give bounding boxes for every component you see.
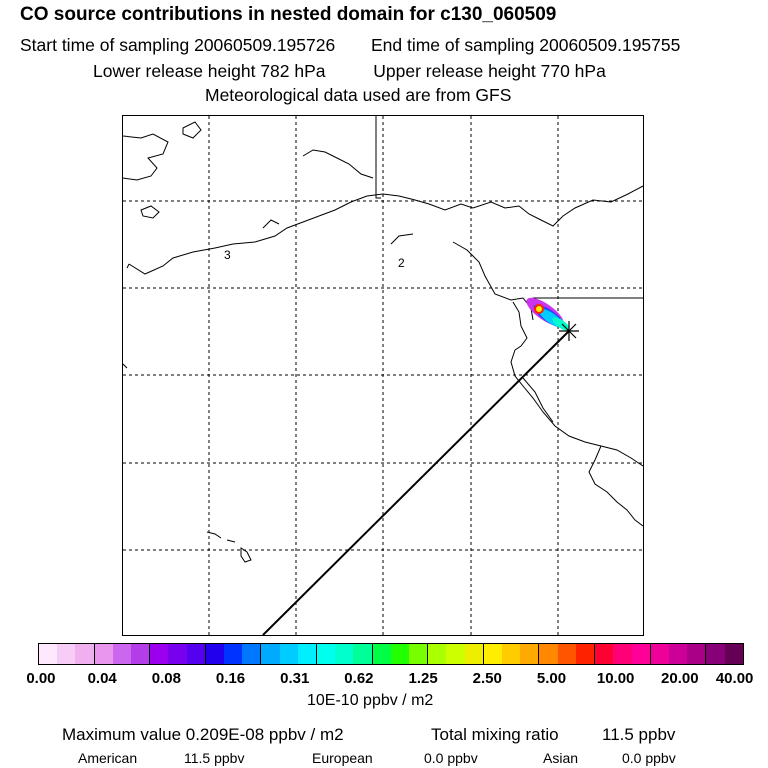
colorbar-segment bbox=[93, 644, 113, 664]
colorbar-segment bbox=[131, 644, 150, 664]
receptor-marker bbox=[559, 321, 579, 341]
colorbar-segment bbox=[594, 644, 614, 664]
colorbar-segment bbox=[575, 644, 595, 664]
end-time: End time of sampling 20060509.195755 bbox=[370, 35, 681, 55]
colorbar-segment bbox=[149, 644, 169, 664]
colorbar-segment bbox=[687, 644, 706, 664]
region-label-3: 3 bbox=[224, 248, 231, 262]
colorbar-segment bbox=[520, 644, 539, 664]
colorbar-tick-label: 0.31 bbox=[280, 670, 310, 687]
colorbar-segment bbox=[57, 644, 76, 664]
european-label: European bbox=[312, 750, 373, 766]
colorbar-tick-label: 40.00 bbox=[715, 670, 754, 687]
coastline bbox=[123, 121, 643, 563]
upper-release-height: Upper release height 770 hPa bbox=[373, 61, 606, 81]
colorbar-segment bbox=[538, 644, 558, 664]
colorbar-tick-label: 0.04 bbox=[87, 670, 117, 687]
colorbar-segment bbox=[464, 644, 483, 664]
colorbar-segment bbox=[204, 644, 225, 664]
trajectory-line bbox=[262, 330, 570, 635]
source-plume bbox=[526, 297, 570, 331]
colorbar-segment bbox=[39, 644, 58, 664]
colorbar-tick-label: 20.00 bbox=[661, 670, 699, 687]
max-value: Maximum value 0.209E-08 ppbv / m2 bbox=[62, 725, 344, 744]
colorbar-tick-label: 5.00 bbox=[536, 670, 567, 687]
map-panel: 3 2 bbox=[122, 115, 644, 636]
colorbar-segment bbox=[724, 644, 743, 664]
colorbar-segment bbox=[427, 644, 447, 664]
european-value: 0.0 ppbv bbox=[424, 750, 478, 766]
map-canvas bbox=[123, 116, 643, 635]
asian-value: 0.0 ppbv bbox=[622, 750, 676, 766]
colorbar-segment bbox=[613, 644, 632, 664]
region-label-2: 2 bbox=[398, 256, 405, 270]
plot-title: CO source contributions in nested domain… bbox=[20, 4, 557, 25]
colorbar-segment bbox=[260, 644, 280, 664]
colorbar-segment bbox=[409, 644, 428, 664]
american-label: American bbox=[78, 750, 138, 766]
graticule bbox=[123, 116, 643, 635]
sampling-times: Start time of sampling 20060509.195726 E… bbox=[20, 35, 680, 56]
total-mixing-value: 11.5 ppbv bbox=[602, 725, 676, 744]
colorbar-segment bbox=[297, 644, 317, 664]
colorbar bbox=[38, 643, 744, 665]
colorbar-tick-label: 0.08 bbox=[151, 670, 181, 687]
colorbar-segment bbox=[371, 644, 391, 664]
domain-boundaries bbox=[375, 116, 643, 299]
american-value: 11.5 ppbv bbox=[184, 750, 245, 766]
colorbar-segment bbox=[502, 644, 521, 664]
colorbar-segment bbox=[649, 644, 669, 664]
asian-label: Asian bbox=[543, 750, 579, 766]
colorbar-tick-label: 2.50 bbox=[472, 670, 502, 687]
colorbar-segment bbox=[224, 644, 243, 664]
colorbar-segment bbox=[242, 644, 261, 664]
colorbar-tick-label: 0.62 bbox=[344, 670, 374, 687]
colorbar-segment bbox=[75, 644, 94, 664]
colorbar-segment bbox=[557, 644, 576, 664]
colorbar-segment bbox=[446, 644, 465, 664]
colorbar-tick-label: 0.00 bbox=[26, 670, 56, 687]
colorbar-segment bbox=[335, 644, 354, 664]
colorbar-tick-label: 0.16 bbox=[215, 670, 246, 687]
start-time: Start time of sampling 20060509.195726 bbox=[20, 35, 336, 55]
colorbar-segment bbox=[631, 644, 650, 664]
colorbar-segment bbox=[482, 644, 503, 664]
colorbar-segment bbox=[168, 644, 187, 664]
colorbar-segment bbox=[705, 644, 725, 664]
colorbar-segment bbox=[279, 644, 298, 664]
colorbar-segment bbox=[186, 644, 205, 664]
colorbar-segment bbox=[353, 644, 372, 664]
lower-release-height: Lower release height 782 hPa bbox=[93, 61, 326, 81]
total-mixing-label: Total mixing ratio bbox=[431, 725, 559, 744]
colorbar-segment bbox=[112, 644, 132, 664]
colorbar-tick-label: 10.00 bbox=[596, 670, 635, 687]
colorbar-units: 10E-10 ppbv / m2 bbox=[307, 692, 434, 709]
release-heights: Lower release height 782 hPa Upper relea… bbox=[93, 61, 606, 82]
met-data-source: Meteorological data used are from GFS bbox=[205, 85, 512, 105]
colorbar-segment bbox=[316, 644, 336, 664]
colorbar-segment bbox=[668, 644, 688, 664]
colorbar-tick-label: 1.25 bbox=[408, 670, 438, 687]
colorbar-segment bbox=[390, 644, 410, 664]
